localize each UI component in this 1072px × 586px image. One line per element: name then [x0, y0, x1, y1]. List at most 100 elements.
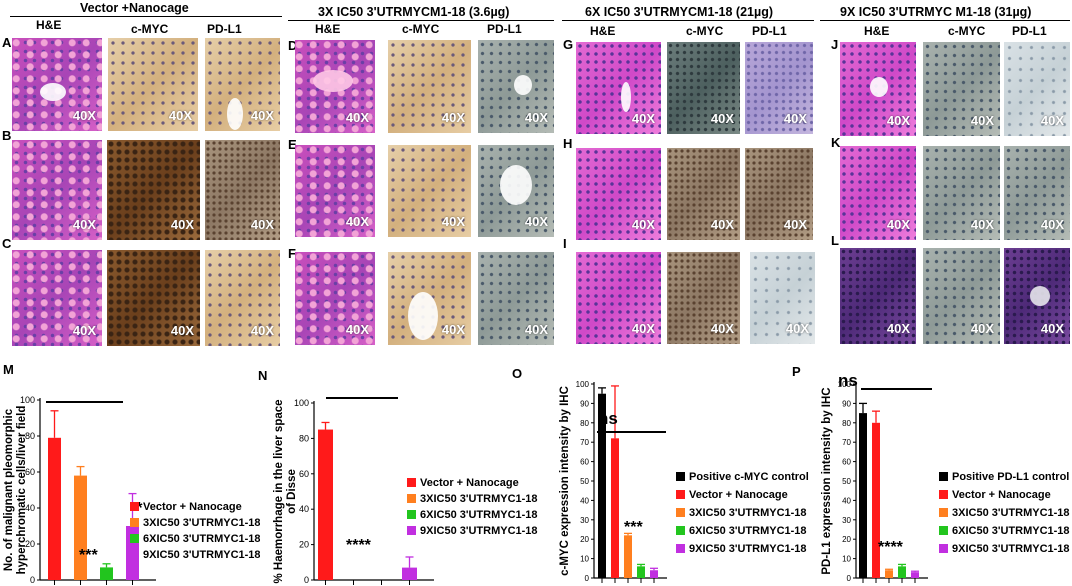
panel-letter: L — [831, 233, 839, 248]
y-tick-label: 100 — [576, 380, 590, 389]
group-underline — [562, 20, 814, 21]
y-tick-label: 80 — [299, 433, 309, 443]
y-tick-label: 20 — [842, 535, 851, 544]
panel-letter: F — [288, 246, 296, 261]
y-tick-label: 10 — [842, 555, 851, 564]
bar — [872, 422, 880, 578]
bar — [911, 572, 919, 578]
micrograph-cmyc: 40X — [388, 252, 471, 345]
y-tick-label: 40 — [842, 496, 851, 505]
micrograph-he: 40X — [295, 252, 375, 345]
y-tick-label: 100 — [20, 395, 35, 405]
col-header-pdl1: PD-L1 — [752, 24, 787, 38]
col-header-cmyc: c-MYC — [402, 22, 440, 36]
group-title-3x: 3X IC50 3'UTRMYCM1-18 (3.6µg) — [318, 5, 510, 19]
y-tick-label: 100 — [294, 398, 309, 408]
micrograph-pdl1: 40X — [478, 145, 554, 237]
bar — [100, 567, 113, 580]
y-tick-label: 60 — [842, 458, 851, 467]
bar — [402, 567, 417, 580]
micrograph-he: 40X — [840, 42, 916, 136]
micrograph-he: 40X — [576, 252, 661, 344]
y-tick-label: 30 — [580, 516, 589, 525]
legend-label: 3XIC50 3'UTRMYC1-18 — [420, 493, 538, 505]
legend-label: Vector + Nanocage — [420, 477, 519, 489]
col-header-cmyc: c-MYC — [131, 22, 169, 36]
legend-swatch — [676, 490, 685, 499]
micrograph-pdl1: 40X — [745, 148, 813, 240]
legend-swatch — [130, 502, 139, 511]
significance-stars: **** — [878, 539, 904, 556]
legend-label: 6XIC50 3'UTRMYC1-18 — [689, 525, 807, 537]
micrograph-pdl1: 40X — [205, 38, 280, 131]
y-axis-label: No. of malignant pleomorphichyperchromat… — [3, 406, 28, 575]
bar — [48, 437, 61, 580]
y-tick-label: 60 — [580, 458, 589, 467]
micrograph-he: 40X — [295, 145, 375, 237]
y-tick-label: 80 — [25, 431, 35, 441]
legend-swatch — [407, 478, 416, 487]
bar — [74, 475, 87, 580]
y-tick-label: 20 — [580, 535, 589, 544]
y-tick-label: 30 — [842, 516, 851, 525]
legend-swatch — [407, 510, 416, 519]
y-tick-label: 10 — [580, 555, 589, 564]
legend-label: Positive PD-L1 control — [952, 471, 1069, 483]
group-title-9x: 9X IC50 3'UTRMYC M1-18 (31µg) — [840, 5, 1032, 19]
legend-swatch — [939, 544, 948, 553]
legend-swatch — [130, 534, 139, 543]
y-tick-label: 100 — [838, 380, 852, 389]
y-tick-label: 70 — [842, 438, 851, 447]
bar — [859, 413, 867, 578]
micrograph-pdl1: 40X — [478, 40, 554, 133]
col-header-pdl1: PD-L1 — [1012, 24, 1047, 38]
bar — [637, 566, 645, 578]
micrograph-cmyc: 40X — [667, 42, 740, 134]
y-tick-label: 40 — [25, 503, 35, 513]
bar — [611, 438, 619, 578]
micrograph-cmyc: 40X — [667, 148, 740, 240]
y-axis-label: PD-L1 expression intensity by IHC — [821, 387, 833, 574]
micrograph-pdl1: 40X — [478, 252, 554, 345]
micrograph-cmyc: 40X — [107, 140, 200, 240]
significance-stars: *** — [79, 547, 98, 564]
group-title-6x: 6X IC50 3'UTRMYCM1-18 (21µg) — [585, 5, 774, 19]
chart-letter: M — [3, 362, 14, 377]
panel-letter: C — [2, 236, 12, 251]
group-underline — [10, 16, 282, 17]
legend-label: 3XIC50 3'UTRMYC1-18 — [689, 507, 807, 519]
col-header-pdl1: PD-L1 — [487, 22, 522, 36]
micrograph-pdl1: 40X — [750, 252, 815, 344]
panel-letter: J — [831, 37, 839, 52]
chart-letter: O — [512, 366, 523, 381]
panel-letter: D — [288, 38, 298, 53]
col-header-cmyc: c-MYC — [948, 24, 986, 38]
legend-label: 9XIC50 3'UTRMYC1-18 — [143, 549, 260, 561]
y-tick-label: 0 — [847, 574, 852, 583]
micrograph-he: 40X — [840, 146, 916, 240]
micrograph-cmyc: 40X — [923, 248, 1000, 344]
y-tick-label: 80 — [842, 419, 851, 428]
legend-swatch — [407, 526, 416, 535]
legend-label: 3XIC50 3'UTRMYC1-18 — [952, 507, 1070, 519]
legend-swatch — [407, 494, 416, 503]
legend-swatch — [676, 508, 685, 517]
micrograph-pdl1: 40X — [1004, 146, 1070, 240]
y-tick-label: 20 — [299, 540, 309, 550]
micrograph-he: 40X — [12, 250, 102, 346]
y-tick-label: 0 — [304, 575, 309, 585]
bar — [885, 570, 893, 578]
micrograph-cmyc: 40X — [108, 38, 198, 131]
y-tick-label: 60 — [299, 469, 309, 479]
micrograph-he: 40X — [12, 140, 102, 240]
significance-stars: **** — [346, 537, 372, 554]
legend-label: 9XIC50 3'UTRMYC1-18 — [689, 543, 807, 555]
y-tick-label: 60 — [25, 467, 35, 477]
chart-pdl1-intensity: PD-L1 expression intensity by IHC 0 10 20 30… — [821, 371, 1070, 583]
ns-annotation: ns — [598, 409, 618, 428]
micrograph-pdl1: 40X — [205, 140, 280, 240]
micrograph-cmyc: 40X — [388, 40, 471, 133]
bar — [898, 566, 906, 578]
micrograph-cmyc: 40X — [388, 145, 471, 237]
panel-letter: K — [831, 135, 841, 150]
